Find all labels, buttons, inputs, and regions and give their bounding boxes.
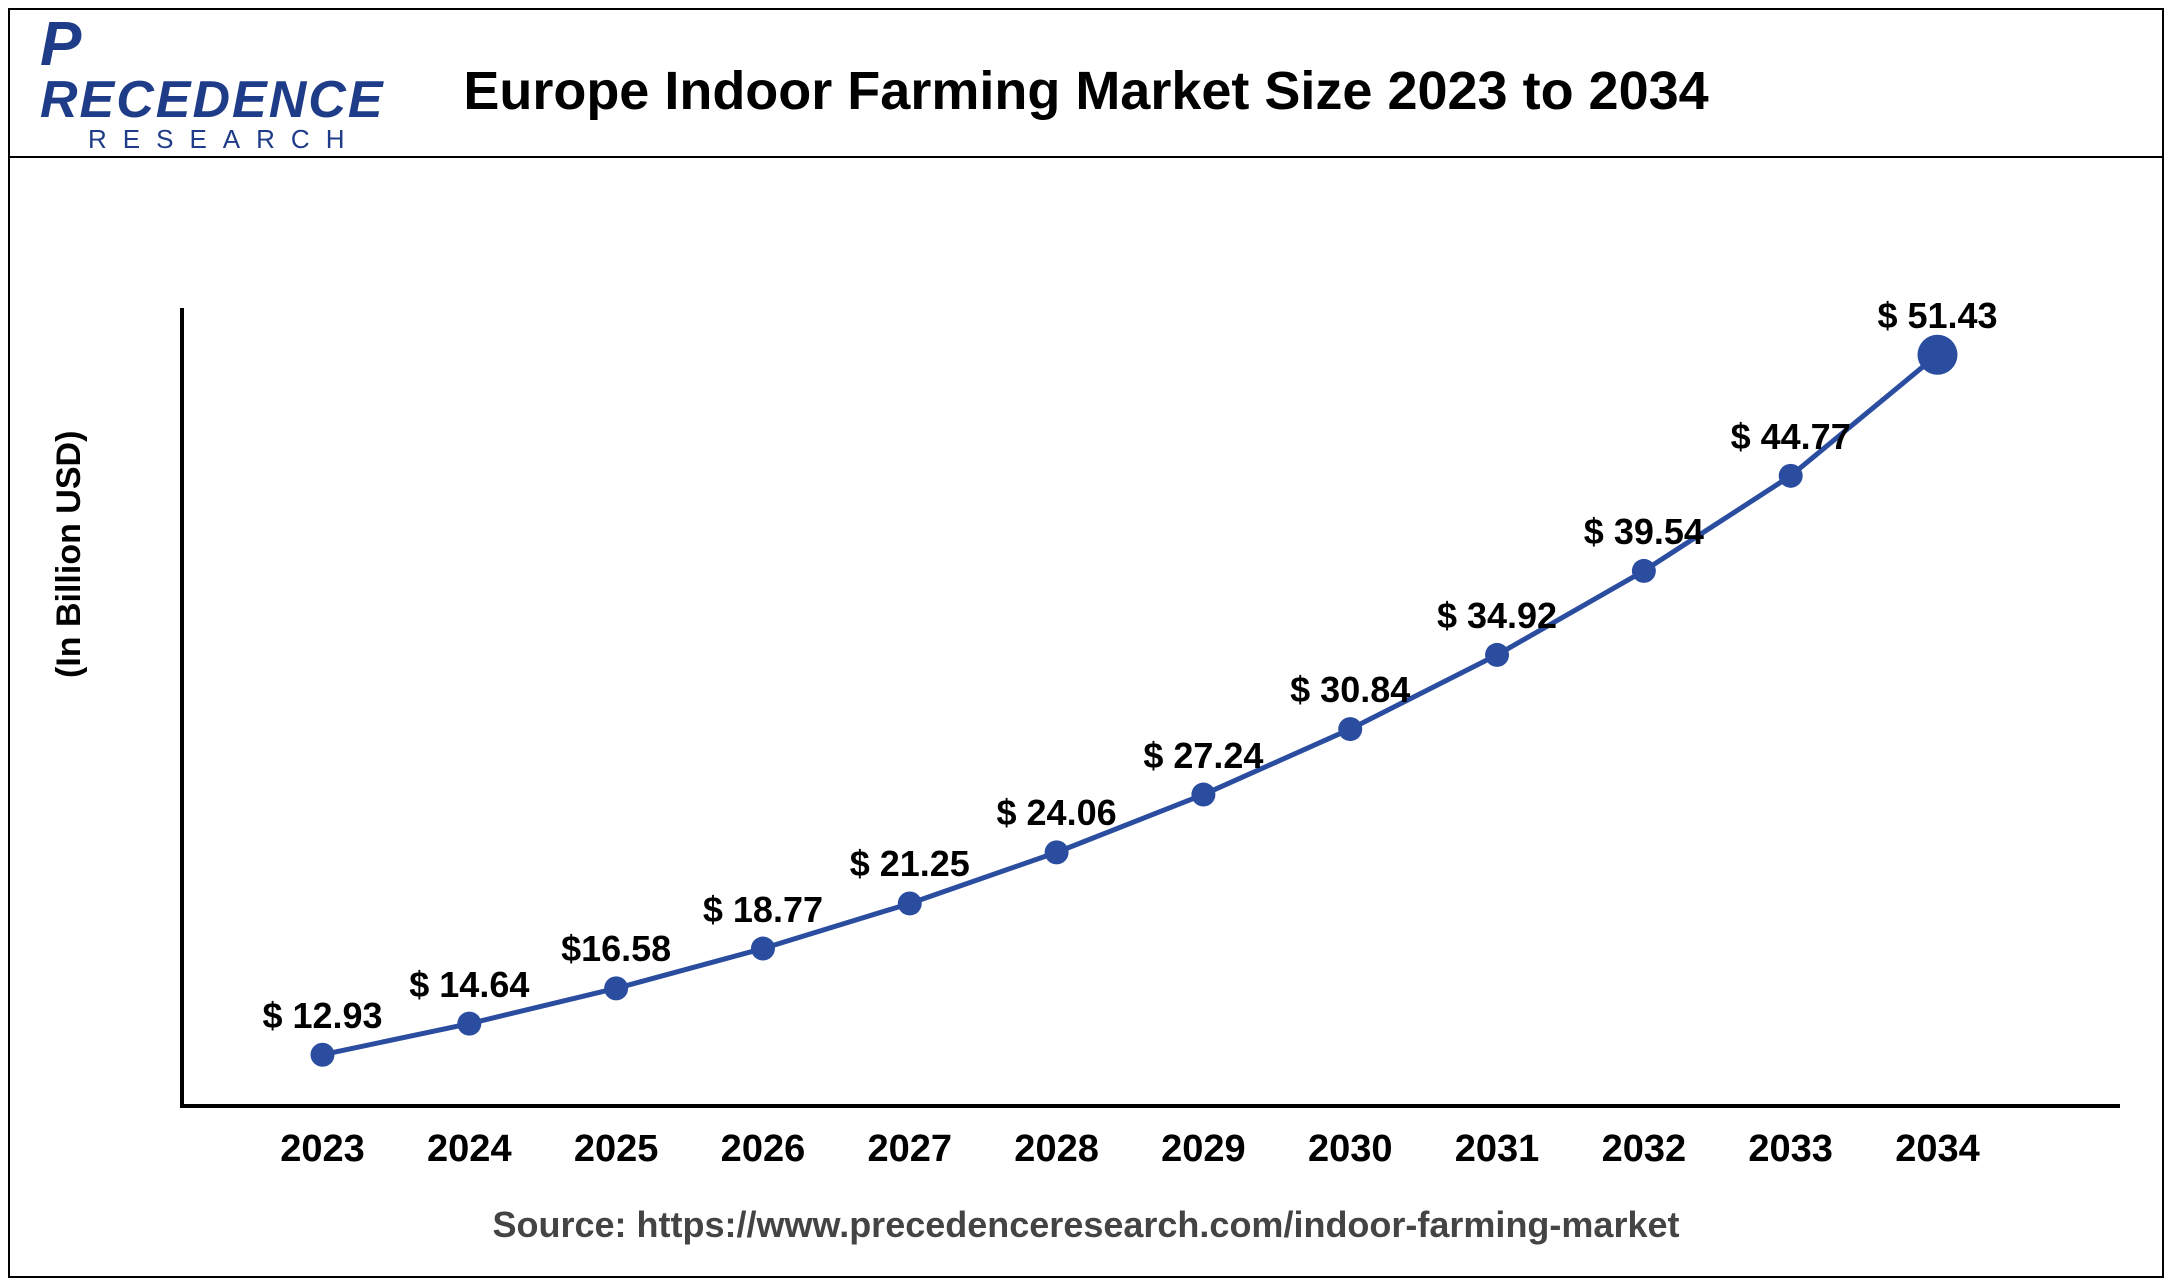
x-ticks-container: 2023 2024 2025 2026 2027 2028 2029 2030 2031 2032… (180, 1128, 2080, 1188)
header-bar: PRECEDENCE RESEARCH Europe Indoor Farmin… (10, 10, 2162, 158)
x-tick-label: 2027 (867, 1128, 952, 1171)
data-marker (1338, 717, 1362, 741)
x-tick-label: 2024 (427, 1128, 512, 1171)
data-marker (1191, 783, 1215, 807)
x-tick-label: 2032 (1602, 1128, 1687, 1171)
data-label: $ 30.84 (1290, 669, 1410, 711)
x-tick-label: 2034 (1895, 1128, 1980, 1171)
data-marker (1918, 335, 1958, 375)
x-tick-label: 2025 (574, 1128, 659, 1171)
data-marker (604, 976, 628, 1000)
logo-wordmark-bottom: RESEARCH (88, 124, 400, 155)
chart-area: (In Billion USD) $ 12.93$ 14.64$16.58$ 1… (10, 158, 2162, 1276)
data-label: $ 18.77 (703, 889, 823, 931)
source-text: Source: https://www.precedenceresearch.c… (10, 1204, 2162, 1246)
data-label: $ 34.92 (1437, 595, 1557, 637)
data-marker (311, 1043, 335, 1067)
y-axis-label: (In Billion USD) (50, 431, 89, 678)
x-tick-label: 2033 (1748, 1128, 1833, 1171)
data-label: $ 44.77 (1731, 416, 1851, 458)
x-tick-label: 2029 (1161, 1128, 1246, 1171)
data-label: $ 39.54 (1584, 511, 1704, 553)
data-label: $ 12.93 (262, 995, 382, 1037)
data-label: $ 21.25 (850, 843, 970, 885)
x-tick-label: 2031 (1455, 1128, 1540, 1171)
data-marker (898, 891, 922, 915)
data-label: $ 27.24 (1143, 735, 1263, 777)
x-tick-label: 2030 (1308, 1128, 1393, 1171)
data-label: $ 51.43 (1877, 295, 1997, 337)
plot-region: $ 12.93 $ 14.64 $16.58 $ 18.77 $ 21.25 $ 24.0… (180, 308, 2080, 1108)
data-label: $ 14.64 (409, 964, 529, 1006)
data-marker (751, 937, 775, 961)
data-marker (1485, 643, 1509, 667)
x-tick-label: 2028 (1014, 1128, 1099, 1171)
data-label: $16.58 (561, 928, 671, 970)
x-tick-label: 2023 (280, 1128, 365, 1171)
data-marker (1632, 559, 1656, 583)
data-marker (457, 1012, 481, 1036)
outer-frame: PRECEDENCE RESEARCH Europe Indoor Farmin… (8, 8, 2164, 1278)
data-label: $ 24.06 (997, 792, 1117, 834)
chart-title: Europe Indoor Farming Market Size 2023 t… (10, 60, 2162, 122)
data-marker (1045, 840, 1069, 864)
data-marker (1779, 464, 1803, 488)
x-tick-label: 2026 (721, 1128, 806, 1171)
